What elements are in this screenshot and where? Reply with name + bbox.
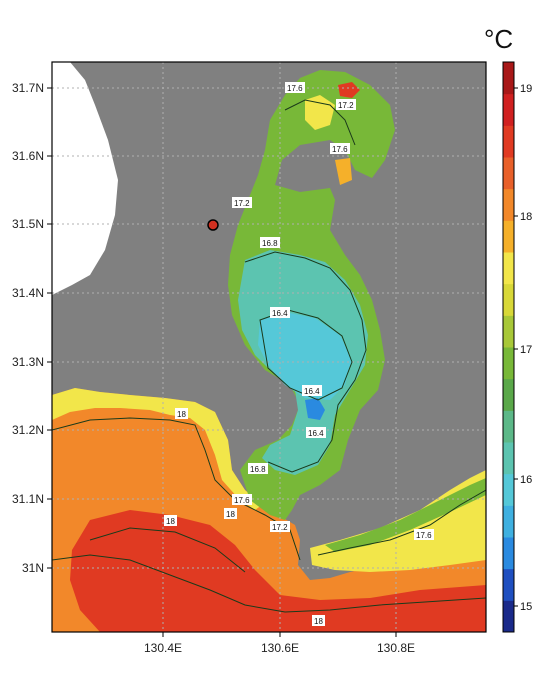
lon-gridlines (162, 62, 397, 632)
contour-label: 17.2 (338, 101, 354, 110)
colorbar-segment (503, 505, 514, 538)
lat-tick-label: 31.2N (12, 423, 44, 437)
sea-south-red-core (70, 510, 486, 632)
colorbar-segment (503, 252, 514, 285)
lat-tick-label: 31.7N (12, 81, 44, 95)
contour-label: 17.6 (287, 84, 303, 93)
contour-label: 17.2 (234, 199, 250, 208)
contour-label: 18 (177, 410, 186, 419)
contour-label: 17.6 (416, 531, 432, 540)
colorbar-tick-label: 19 (520, 83, 532, 95)
colorbar-tick-label: 18 (520, 211, 532, 223)
bay-north-yellow (305, 95, 335, 130)
contour-label: 16.4 (272, 309, 288, 318)
colorbar-segment (503, 600, 514, 633)
colorbar-segment (503, 315, 514, 348)
colorbar-segment (503, 283, 514, 316)
unit-label: °C (484, 24, 513, 54)
colorbar-segment (503, 378, 514, 411)
contour-label: 17.6 (332, 145, 348, 154)
lon-ticks (162, 632, 397, 637)
contour-label: 16.8 (262, 239, 278, 248)
lat-tick-label: 31.3N (12, 355, 44, 369)
colorbar-segment (503, 125, 514, 158)
map-plot-area: 17.6 17.2 17.6 17.2 16.8 16.4 16.4 16.4 … (52, 62, 486, 632)
colorbar-frame (502, 61, 515, 633)
lon-tick-label: 130.8E (377, 641, 415, 655)
colorbar-segment (503, 473, 514, 506)
contour-label: 18 (314, 617, 323, 626)
colorbar (503, 62, 514, 633)
colorbar-segment (503, 93, 514, 126)
bay-water-cold-spot (305, 398, 325, 420)
lat-tick-label: 31N (22, 561, 44, 575)
lat-tick-label: 31.4N (12, 286, 44, 300)
contour-label: 16.8 (250, 465, 266, 474)
lat-gridlines (52, 87, 486, 569)
contour-lines (52, 99, 486, 613)
colorbar-segment (503, 442, 514, 475)
contour-label: 17.2 (272, 523, 288, 532)
bay-east-orange (335, 158, 352, 185)
bay-water-cyan-core (258, 312, 352, 400)
colorbar-segment (503, 410, 514, 443)
contour-label: 16.4 (304, 387, 320, 396)
bay-north-warm-spot (338, 82, 360, 98)
colorbar-segment (503, 188, 514, 221)
colorbar-tick-label: 15 (520, 601, 532, 613)
lat-tick-label: 31.1N (12, 492, 44, 506)
colorbar-segment (503, 568, 514, 601)
colorbar-segment (503, 347, 514, 380)
colorbar-tick-label: 16 (520, 474, 532, 486)
contour-label: 17.6 (234, 496, 250, 505)
lon-tick-label: 130.4E (144, 641, 182, 655)
colorbar-segment (503, 62, 514, 95)
colorbar-segment (503, 220, 514, 253)
site-marker-icon (207, 219, 219, 231)
colorbar-segment (503, 157, 514, 190)
lon-tick-label: 130.6E (261, 641, 299, 655)
colorbar-tick-label: 17 (520, 344, 532, 356)
colorbar-segment (503, 537, 514, 570)
colorbar-ticks (514, 87, 518, 607)
contour-label: 18 (166, 517, 175, 526)
lat-tick-label: 31.5N (12, 217, 44, 231)
land-nodata-region (52, 62, 118, 295)
sea-south-yellow-rim (52, 388, 262, 510)
contour-label: 18 (226, 510, 235, 519)
lat-ticks (47, 87, 52, 569)
contour-label: 16.4 (308, 429, 324, 438)
lat-tick-label: 31.6N (12, 149, 44, 163)
contour-label-group: 17.6 17.2 17.6 17.2 16.8 16.4 16.4 16.4 … (164, 82, 434, 626)
plot-frame (51, 61, 487, 633)
sea-east-green (325, 478, 486, 552)
